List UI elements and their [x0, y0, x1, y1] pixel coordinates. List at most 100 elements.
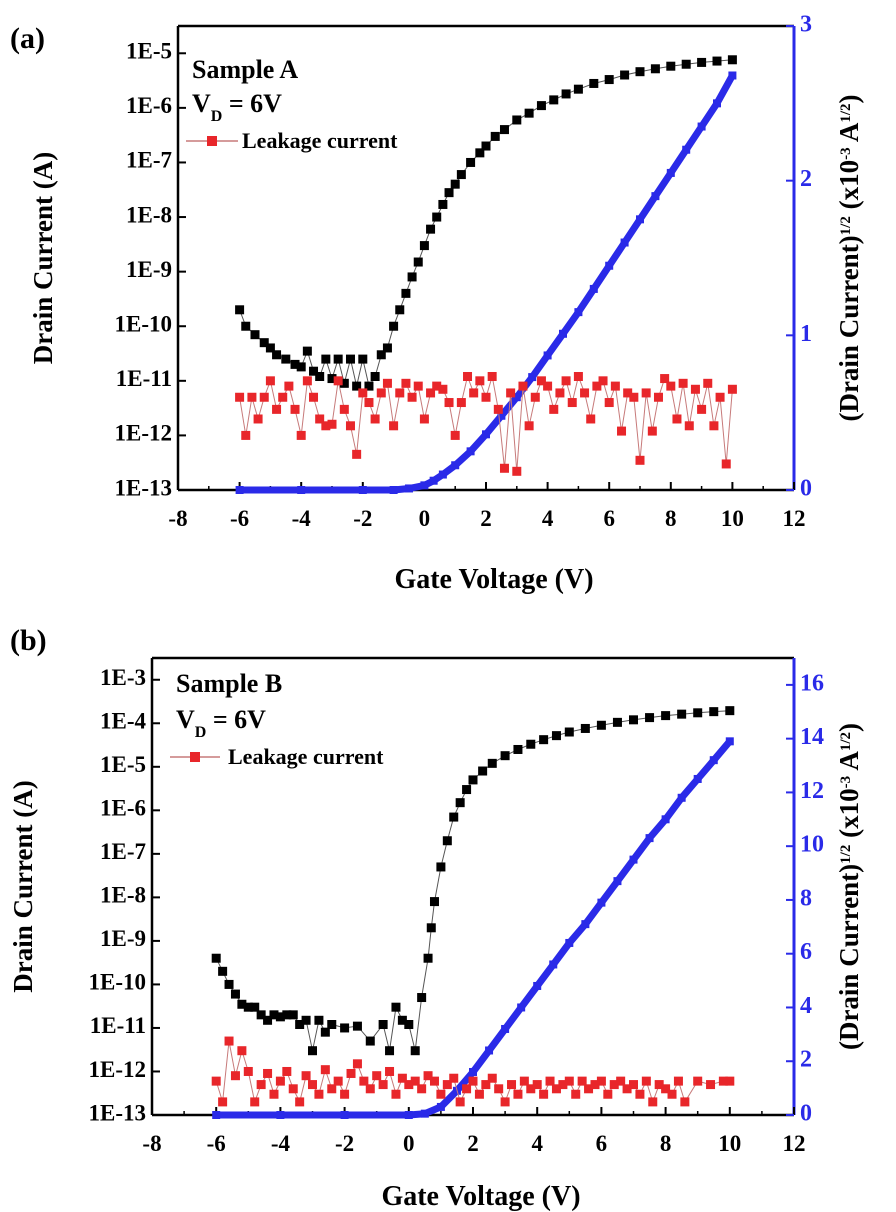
data-point	[358, 354, 368, 364]
data-point	[641, 1076, 651, 1086]
data-point	[308, 1046, 317, 1056]
right-tick-label: 8	[800, 885, 812, 911]
data-point	[493, 404, 503, 414]
data-point	[404, 1080, 414, 1090]
data-point	[684, 421, 694, 431]
data-point	[462, 1084, 472, 1094]
data-point	[672, 414, 682, 424]
data-point	[256, 1080, 266, 1090]
data-point	[549, 960, 558, 969]
data-point	[513, 1089, 523, 1099]
data-point	[677, 793, 686, 802]
data-point	[385, 1066, 395, 1076]
data-point	[629, 392, 639, 402]
bottom-tick-label: 10	[718, 1131, 741, 1156]
data-point	[256, 1010, 266, 1020]
left-tick-label: 1E-13	[89, 1100, 147, 1125]
data-point	[596, 1076, 606, 1086]
right-tick-label: 1	[800, 321, 812, 347]
data-point	[370, 371, 380, 381]
data-point	[456, 170, 466, 180]
data-point	[653, 392, 663, 402]
legend: Leakage current	[186, 128, 398, 153]
data-point	[315, 371, 325, 381]
data-point	[345, 421, 355, 431]
data-point	[573, 371, 583, 381]
data-point	[727, 384, 737, 394]
data-point	[661, 815, 670, 824]
data-point	[296, 430, 306, 440]
data-point	[290, 359, 300, 369]
data-point	[419, 414, 429, 424]
data-point	[235, 392, 245, 402]
data-point	[420, 481, 429, 490]
data-point	[444, 188, 454, 198]
data-point	[426, 224, 436, 234]
data-point	[321, 354, 331, 364]
data-point	[327, 374, 337, 384]
bottom-tick-label: 0	[403, 1131, 415, 1156]
data-point	[468, 1076, 478, 1086]
left-tick-label: 1E-7	[100, 839, 146, 864]
data-point	[327, 1084, 337, 1094]
data-point	[603, 1089, 613, 1099]
data-point	[455, 798, 465, 808]
data-point	[551, 1084, 561, 1094]
data-point	[581, 920, 590, 929]
data-point	[272, 350, 282, 360]
data-point	[382, 378, 392, 388]
data-point	[636, 215, 644, 224]
bottom-tick-label: -4	[292, 506, 312, 531]
data-point	[678, 378, 688, 388]
data-point	[506, 388, 516, 398]
data-point	[532, 1080, 542, 1090]
data-point	[475, 376, 485, 386]
data-point	[423, 1071, 433, 1081]
data-point	[320, 1027, 330, 1037]
data-point	[265, 343, 275, 353]
data-point	[481, 1080, 491, 1090]
data-point	[376, 350, 386, 360]
data-point	[278, 392, 288, 402]
data-point	[301, 1015, 311, 1025]
data-point	[526, 1084, 536, 1094]
data-point	[436, 1102, 445, 1111]
data-point	[320, 1065, 330, 1075]
data-point	[482, 430, 490, 439]
data-point	[485, 1046, 494, 1055]
data-point	[302, 346, 312, 356]
data-point	[709, 756, 718, 765]
data-point	[612, 717, 622, 727]
data-point	[372, 1071, 382, 1081]
data-point	[501, 1024, 510, 1033]
data-point	[648, 1097, 658, 1107]
right-tick-label: 2	[800, 1047, 812, 1073]
bottom-tick-label: 10	[721, 506, 744, 531]
series-sqrt-drain-current	[212, 737, 734, 1119]
data-point	[661, 711, 671, 721]
data-point	[275, 1076, 285, 1086]
data-point	[584, 1084, 594, 1094]
data-point	[660, 374, 670, 384]
data-point	[259, 392, 269, 402]
data-point	[314, 1089, 324, 1099]
data-point	[417, 993, 427, 1003]
data-point	[539, 1089, 549, 1099]
data-point	[487, 371, 497, 381]
data-point	[429, 476, 438, 485]
data-point	[211, 1076, 221, 1086]
data-point	[469, 388, 479, 398]
data-point	[417, 1084, 427, 1094]
data-point	[513, 744, 523, 754]
data-point	[677, 709, 687, 719]
data-point	[564, 727, 574, 737]
data-point	[613, 877, 622, 886]
data-point	[359, 1076, 369, 1086]
data-point	[281, 354, 291, 364]
panel-b: (b) 1E-13 1E-12 1E-11 1E-10 1E-9 1E-8 1E-7 1E-6 1…	[8, 624, 864, 1212]
data-point	[617, 426, 627, 436]
data-point	[455, 1097, 465, 1107]
data-point	[500, 751, 510, 761]
bottom-tick-label: 2	[480, 506, 492, 531]
data-point	[315, 414, 325, 424]
